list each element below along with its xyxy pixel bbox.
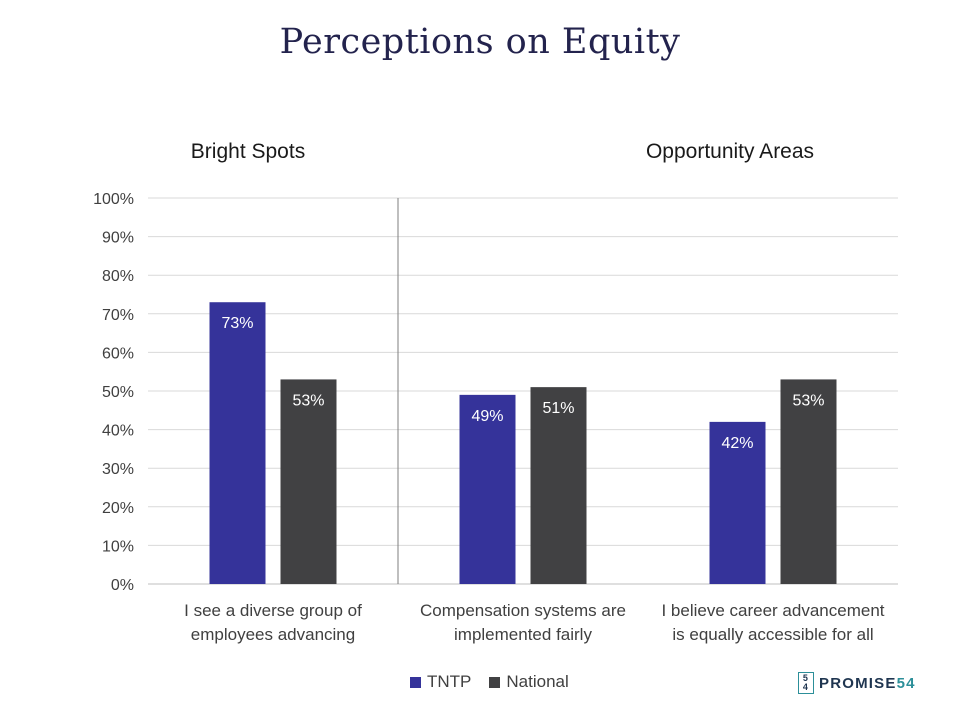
y-tick-label: 90% [102, 230, 134, 247]
y-tick-label: 0% [111, 577, 134, 594]
data-label: 51% [542, 400, 574, 417]
data-label: 42% [721, 435, 753, 452]
section-label-bright-spots: Bright Spots [190, 140, 306, 163]
chart-title: Perceptions on Equity [279, 22, 681, 62]
x-category-label: I see a diverse group of [184, 601, 362, 620]
y-tick-label: 10% [102, 538, 134, 555]
y-tick-label: 100% [93, 191, 134, 208]
legend-item-tntp: TNTP [410, 672, 471, 692]
bar-tntp [709, 421, 766, 584]
logo-text: PROMISE [819, 674, 897, 692]
legend-swatch-national [489, 676, 501, 688]
data-label: 73% [221, 315, 253, 332]
x-category-label: employees advancing [191, 625, 355, 644]
y-tick-label: 40% [102, 423, 134, 440]
bar-national [530, 387, 587, 584]
bar-tntp [459, 394, 516, 584]
section-label-opportunity-areas: Opportunity Areas [645, 140, 815, 163]
data-label: 53% [792, 392, 824, 409]
data-label: 53% [292, 392, 324, 409]
y-tick-label: 50% [102, 384, 134, 401]
data-label: 49% [471, 408, 503, 425]
y-tick-label: 20% [102, 500, 134, 517]
x-category-label: is equally accessible for all [672, 625, 873, 644]
logo-number: 54 [896, 674, 916, 692]
y-tick-label: 70% [102, 307, 134, 324]
legend-item-national: National [489, 672, 569, 692]
x-category-label: implemented fairly [454, 625, 592, 644]
bar-national [780, 379, 837, 584]
y-tick-label: 60% [102, 345, 134, 362]
legend-label-tntp: TNTP [427, 672, 472, 691]
y-tick-label: 30% [102, 461, 134, 478]
bar-tntp [209, 302, 266, 584]
legend-label-national: National [506, 672, 569, 691]
x-category-label: I believe career advancement [661, 601, 884, 620]
bar-national [280, 379, 337, 584]
x-category-label: Compensation systems are [420, 601, 626, 620]
y-tick-label: 80% [102, 268, 134, 285]
legend-swatch-tntp [410, 676, 421, 688]
legend: TNTP National [410, 672, 587, 692]
